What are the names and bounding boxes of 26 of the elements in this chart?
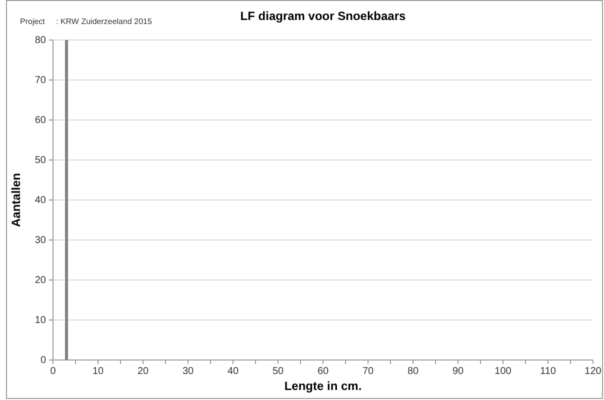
x-tick-label: 100 [494, 366, 512, 378]
y-axis-title: Aantallen [9, 172, 23, 228]
y-tick-label: 70 [34, 75, 46, 86]
y-tick-label: 30 [34, 235, 46, 246]
y-tick-label: 20 [34, 275, 46, 286]
x-tick-label: 40 [227, 366, 239, 378]
x-tick-label: 50 [272, 366, 284, 378]
x-tick-label: 70 [362, 366, 374, 378]
x-tick-label: 20 [137, 366, 149, 378]
y-tick-label: 0 [40, 355, 46, 366]
chart-title: LF diagram voor Snoekbaars [240, 9, 406, 23]
x-tick-label: 90 [452, 366, 464, 378]
y-tick-label: 80 [34, 35, 46, 46]
x-tick-label: 80 [407, 366, 419, 378]
x-tick-label: 110 [540, 366, 556, 378]
x-tick-label: 10 [92, 366, 104, 378]
x-tick-label: 120 [584, 366, 602, 378]
y-tick-label: 10 [34, 315, 46, 326]
x-tick-label: 60 [317, 366, 329, 378]
y-tick-label: 60 [34, 115, 46, 126]
x-tick-label: 30 [182, 366, 194, 378]
y-tick-label: 50 [34, 155, 46, 166]
x-axis-title: Lengte in cm. [284, 379, 362, 393]
x-tick-label: 0 [50, 366, 56, 378]
y-tick-label: 40 [34, 195, 46, 206]
text: Project : KRW Zuiderzeeland 2015 [20, 17, 152, 26]
